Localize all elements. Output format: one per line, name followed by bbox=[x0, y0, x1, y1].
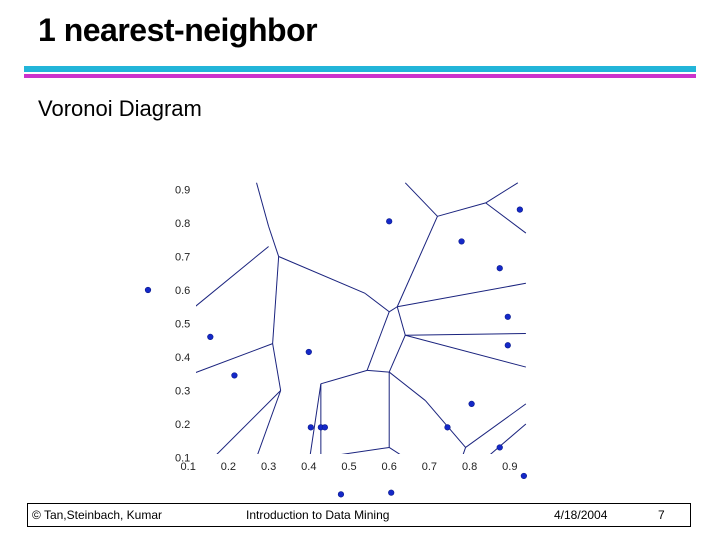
footer-copyright: © Tan,Steinbach, Kumar bbox=[32, 508, 163, 522]
data-point bbox=[496, 265, 503, 272]
y-tick-label: 0.9 bbox=[175, 185, 190, 197]
y-tick-label: 0.1 bbox=[175, 453, 190, 465]
voronoi-edge bbox=[490, 423, 527, 454]
title-rule-cyan bbox=[24, 66, 696, 72]
footer-date: 4/18/2004 bbox=[554, 508, 608, 522]
y-tick-label: 0.6 bbox=[175, 285, 190, 297]
y-tick-label: 0.8 bbox=[175, 218, 190, 230]
y-tick-label: 0.2 bbox=[175, 419, 190, 431]
x-tick-label: 0.9 bbox=[502, 461, 517, 473]
voronoi-edges bbox=[188, 182, 527, 491]
data-point bbox=[144, 286, 152, 294]
slide-title: 1 nearest-neighbor bbox=[38, 12, 318, 48]
x-tick-label: 0.4 bbox=[301, 461, 316, 473]
voronoi-edge bbox=[364, 292, 390, 313]
voronoi-edge bbox=[320, 369, 368, 385]
data-point bbox=[388, 489, 395, 496]
y-tick-label: 0.4 bbox=[175, 352, 190, 364]
voronoi-edge bbox=[396, 216, 438, 307]
y-tick-label: 0.5 bbox=[175, 319, 190, 331]
voronoi-edge bbox=[388, 335, 406, 373]
voronoi-edge bbox=[388, 447, 401, 454]
voronoi-edge bbox=[366, 311, 390, 371]
data-point bbox=[468, 400, 475, 408]
data-point bbox=[321, 424, 328, 431]
voronoi-edge bbox=[388, 306, 398, 313]
y-tick-label: 0.3 bbox=[175, 386, 190, 398]
data-point bbox=[386, 218, 393, 225]
voronoi-edge bbox=[257, 390, 282, 454]
voronoi-edge bbox=[196, 343, 273, 373]
voronoi-edge bbox=[397, 282, 526, 308]
voronoi-edge bbox=[256, 182, 270, 227]
x-tick-label: 0.1 bbox=[181, 461, 196, 473]
voronoi-edge bbox=[309, 383, 322, 454]
x-tick-label: 0.3 bbox=[261, 461, 276, 473]
x-tick-label: 0.2 bbox=[221, 461, 236, 473]
data-point bbox=[305, 348, 312, 356]
data-point bbox=[337, 491, 345, 498]
voronoi-edge bbox=[341, 446, 390, 454]
voronoi-edge bbox=[405, 333, 526, 336]
slide-footer: © Tan,Steinbach, Kumar Introduction to D… bbox=[27, 503, 691, 527]
voronoi-edge bbox=[388, 371, 426, 401]
voronoi-edge bbox=[367, 369, 390, 373]
data-point bbox=[516, 206, 523, 213]
voronoi-edge bbox=[404, 182, 438, 217]
data-point bbox=[520, 472, 527, 480]
voronoi-edge bbox=[425, 400, 466, 448]
footer-page-number: 7 bbox=[658, 508, 665, 522]
slide-subtitle: Voronoi Diagram bbox=[38, 96, 202, 121]
data-point bbox=[496, 444, 503, 451]
y-tick-label: 0.7 bbox=[175, 252, 190, 264]
voronoi-edge bbox=[396, 306, 406, 336]
voronoi-edge bbox=[485, 202, 527, 234]
voronoi-edge bbox=[196, 246, 269, 307]
x-tick-label: 0.8 bbox=[462, 461, 477, 473]
voronoi-edge bbox=[437, 202, 486, 217]
voronoi-edge bbox=[268, 226, 280, 257]
data-point bbox=[207, 333, 214, 341]
voronoi-edge bbox=[485, 182, 519, 204]
data-point bbox=[231, 372, 238, 379]
voronoi-edge bbox=[405, 334, 527, 368]
voronoi-edge bbox=[216, 390, 282, 454]
footer-course: Introduction to Data Mining bbox=[246, 508, 390, 522]
voronoi-edge bbox=[465, 403, 527, 448]
data-point bbox=[444, 424, 451, 431]
voronoi-edge bbox=[188, 464, 309, 491]
data-point bbox=[504, 313, 511, 320]
voronoi-edge bbox=[278, 256, 366, 294]
title-rule-magenta bbox=[24, 74, 696, 78]
x-tick-label: 0.7 bbox=[422, 461, 437, 473]
voronoi-edge bbox=[272, 256, 280, 344]
x-tick-label: 0.5 bbox=[341, 461, 356, 473]
data-point bbox=[504, 342, 511, 349]
data-point bbox=[307, 424, 314, 431]
voronoi-edge bbox=[272, 343, 282, 391]
x-tick-label: 0.6 bbox=[382, 461, 397, 473]
data-point bbox=[458, 238, 465, 245]
